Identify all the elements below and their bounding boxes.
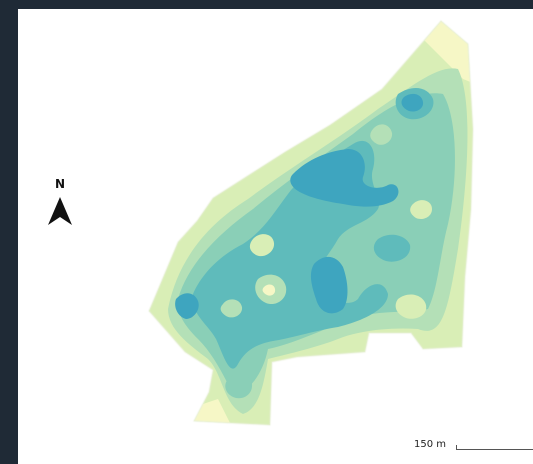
north-arrow: N [46,177,74,233]
contour-level-5-south [310,256,348,314]
light-pocket-7 [220,299,243,318]
field-boundary [148,20,474,426]
light-pocket-6 [395,294,427,319]
map-panel[interactable]: N 150 m [18,9,533,464]
light-pocket-1 [249,234,275,257]
contour-level-5-ne [401,93,424,112]
light-pocket-4 [370,124,393,145]
light-pocket-5 [410,200,432,219]
light-pocket-3 [262,284,276,296]
field-heatmap[interactable] [18,9,533,464]
scale-line [456,445,533,450]
contour-level-5-center [290,149,399,207]
light-pocket-8 [225,374,253,399]
contour-level-4-e [373,234,411,262]
north-label: N [54,177,66,191]
north-arrow-icon [48,197,72,225]
scale-bar: 150 m [410,437,533,457]
scale-label: 150 m [414,439,447,450]
contour-level-5-west [175,293,199,319]
field-contours [149,21,473,425]
